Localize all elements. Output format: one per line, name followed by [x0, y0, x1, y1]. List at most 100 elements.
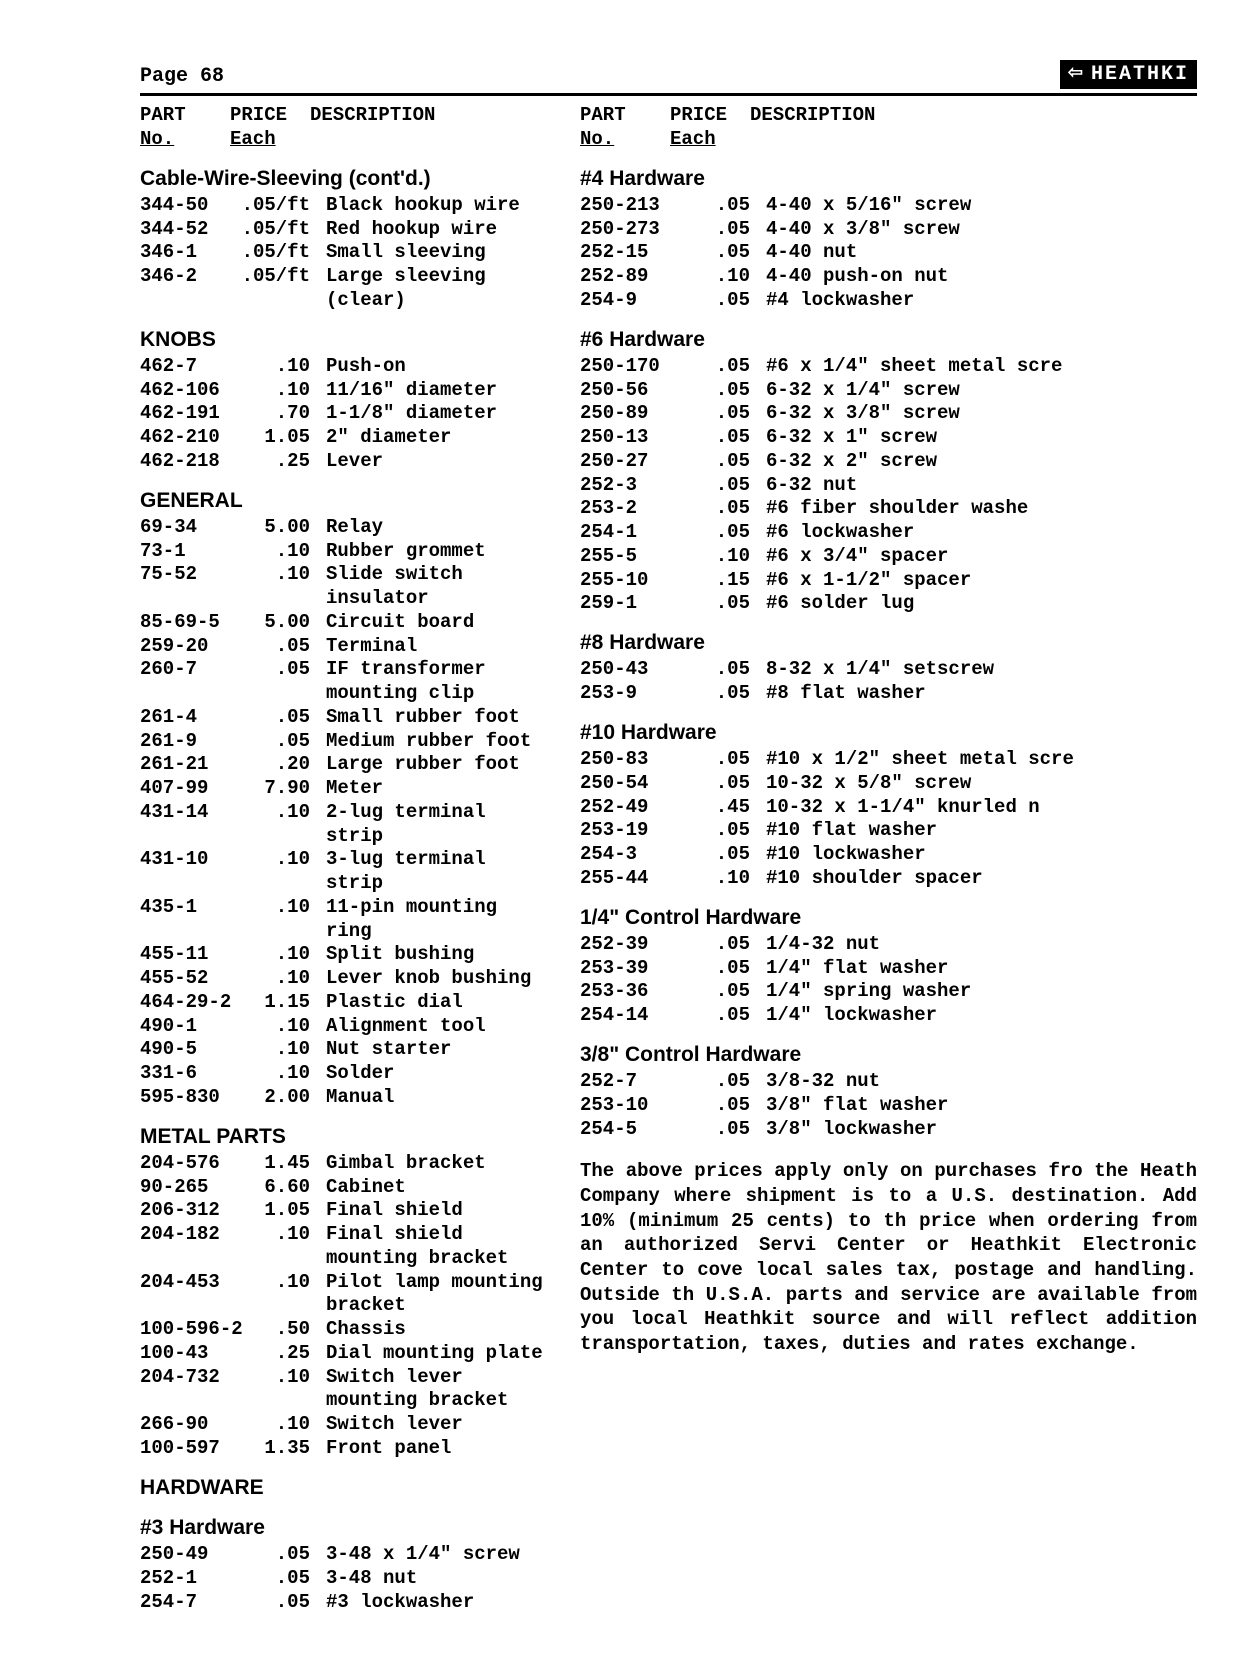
part-desc: #8 flat washer [766, 682, 1197, 706]
part-row: 204-732.10Switch lever mounting bracket [140, 1366, 550, 1414]
part-row: 259-1.05#6 solder lug [580, 592, 1197, 616]
part-number: 462-210 [140, 426, 230, 450]
part-row: 261-21.20Large rubber foot [140, 753, 550, 777]
part-number: 462-106 [140, 379, 230, 403]
part-desc: 11/16" diameter [326, 379, 550, 403]
part-desc: 2-lug terminal strip [326, 801, 550, 849]
part-number: 462-218 [140, 450, 230, 474]
part-number: 253-9 [580, 682, 670, 706]
part-price: .70 [230, 402, 326, 426]
part-desc: 8-32 x 1/4" setscrew [766, 658, 1197, 682]
part-price: .10 [230, 379, 326, 403]
pricing-note: The above prices apply only on purchases… [580, 1159, 1197, 1357]
part-desc: Small sleeving [326, 241, 550, 265]
part-row: 255-5.10#6 x 3/4" spacer [580, 545, 1197, 569]
header-price: PRICE Each [230, 104, 310, 152]
part-number: 455-52 [140, 967, 230, 991]
part-number: 250-43 [580, 658, 670, 682]
part-row: 255-10.15#6 x 1-1/2" spacer [580, 569, 1197, 593]
part-number: 85-69-5 [140, 611, 230, 635]
part-row: 254-1.05#6 lockwasher [580, 521, 1197, 545]
part-price: .05 [670, 474, 766, 498]
section-title: 1/4" Control Hardware [580, 905, 1197, 931]
part-desc: Switch lever [326, 1413, 550, 1437]
part-row: 253-19.05#10 flat washer [580, 819, 1197, 843]
part-row: 250-273.054-40 x 3/8" screw [580, 218, 1197, 242]
part-price: 1.05 [230, 1199, 326, 1223]
part-number: 250-89 [580, 402, 670, 426]
part-desc: 4-40 x 5/16" screw [766, 194, 1197, 218]
part-number: 252-89 [580, 265, 670, 289]
brand-badge: HEATHKI [1060, 60, 1197, 89]
part-desc: Solder [326, 1062, 550, 1086]
part-price: .05 [230, 730, 326, 754]
part-number: 255-44 [580, 867, 670, 891]
part-price: .10 [230, 1366, 326, 1414]
part-price: .15 [670, 569, 766, 593]
section-title: Cable-Wire-Sleeving (cont'd.) [140, 166, 550, 192]
part-row: 254-14.051/4" lockwasher [580, 1004, 1197, 1028]
part-row: 464-29-21.15Plastic dial [140, 991, 550, 1015]
part-price: .10 [670, 545, 766, 569]
part-price: .05 [670, 497, 766, 521]
part-desc: #10 x 1/2" sheet metal scre [766, 748, 1197, 772]
part-desc: 6-32 nut [766, 474, 1197, 498]
part-price: .10 [230, 1062, 326, 1086]
part-desc: Plastic dial [326, 991, 550, 1015]
part-number: 261-4 [140, 706, 230, 730]
page-header: Page 68 HEATHKI [140, 60, 1197, 96]
part-desc: 1/4" lockwasher [766, 1004, 1197, 1028]
part-row: 346-1.05/ftSmall sleeving [140, 241, 550, 265]
part-price: .20 [230, 753, 326, 777]
part-desc: 6-32 x 1" screw [766, 426, 1197, 450]
part-row: 250-56.056-32 x 1/4" screw [580, 379, 1197, 403]
part-row: 250-213.054-40 x 5/16" screw [580, 194, 1197, 218]
part-number: 75-52 [140, 563, 230, 611]
part-number: 254-3 [580, 843, 670, 867]
part-number: 252-15 [580, 241, 670, 265]
part-desc: #10 shoulder spacer [766, 867, 1197, 891]
part-price: .10 [230, 943, 326, 967]
part-price: .05 [670, 1118, 766, 1142]
part-desc: 3/8" flat washer [766, 1094, 1197, 1118]
part-price: .10 [230, 1038, 326, 1062]
part-number: 250-83 [580, 748, 670, 772]
part-price: .05 [230, 1543, 326, 1567]
part-number: 252-49 [580, 796, 670, 820]
part-number: 250-213 [580, 194, 670, 218]
part-row: 252-3.056-32 nut [580, 474, 1197, 498]
part-number: 100-43 [140, 1342, 230, 1366]
part-row: 261-4.05Small rubber foot [140, 706, 550, 730]
part-price: .10 [230, 563, 326, 611]
part-number: 250-49 [140, 1543, 230, 1567]
part-row: 253-36.051/4" spring washer [580, 980, 1197, 1004]
part-price: .25 [230, 1342, 326, 1366]
part-price: .45 [670, 796, 766, 820]
part-desc: Final shield [326, 1199, 550, 1223]
part-price: .05 [230, 635, 326, 659]
part-number: 206-312 [140, 1199, 230, 1223]
part-number: 204-576 [140, 1152, 230, 1176]
part-number: 204-182 [140, 1223, 230, 1271]
part-desc: Final shield mounting bracket [326, 1223, 550, 1271]
part-number: 431-10 [140, 848, 230, 896]
part-row: 331-6.10Solder [140, 1062, 550, 1086]
part-price: .05 [670, 289, 766, 313]
part-desc: Dial mounting plate [326, 1342, 550, 1366]
part-row: 75-52.10Slide switch insulator [140, 563, 550, 611]
section-title: #4 Hardware [580, 166, 1197, 192]
header-part: PART No. [580, 104, 670, 152]
section-title: METAL PARTS [140, 1124, 550, 1150]
part-desc: #4 lockwasher [766, 289, 1197, 313]
part-number: 261-9 [140, 730, 230, 754]
part-desc: Push-on [326, 355, 550, 379]
part-row: 204-182.10Final shield mounting bracket [140, 1223, 550, 1271]
part-price: 6.60 [230, 1176, 326, 1200]
part-number: 344-50 [140, 194, 230, 218]
part-row: 204-453.10Pilot lamp mounting bracket [140, 1271, 550, 1319]
part-price: .05 [670, 933, 766, 957]
part-row: 206-3121.05Final shield [140, 1199, 550, 1223]
part-row: 254-7.05#3 lockwasher [140, 1591, 550, 1615]
part-desc: #6 fiber shoulder washe [766, 497, 1197, 521]
part-number: 435-1 [140, 896, 230, 944]
